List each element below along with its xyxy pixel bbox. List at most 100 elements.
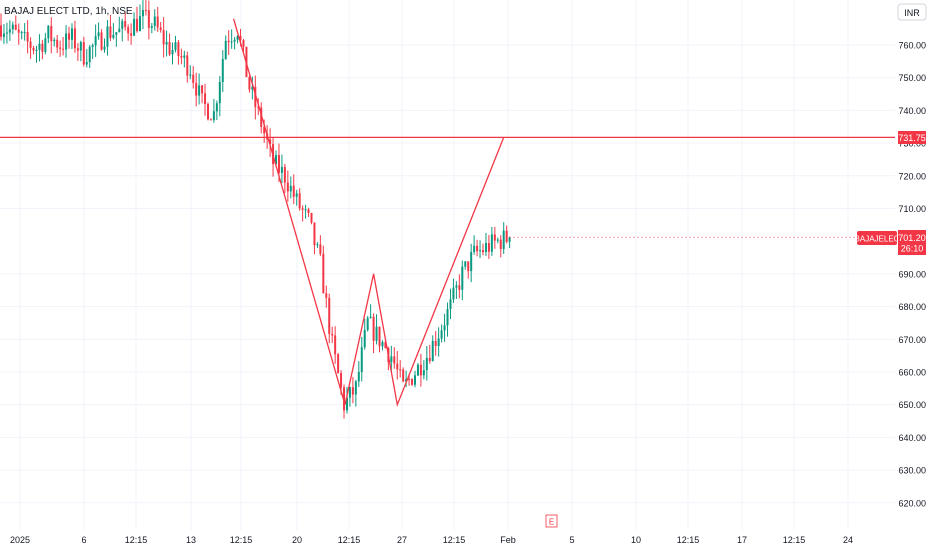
candle-body xyxy=(159,27,162,31)
candle xyxy=(476,239,479,257)
candle-body xyxy=(434,340,437,346)
candle-body xyxy=(446,309,449,326)
candle xyxy=(17,23,20,45)
candle-body xyxy=(458,285,461,290)
candle-body xyxy=(366,317,369,330)
candle-body xyxy=(162,30,165,45)
candle-body xyxy=(174,42,177,50)
candle xyxy=(73,20,76,53)
horizontal-level-tag[interactable]: 731.75 xyxy=(898,131,926,144)
candle-body xyxy=(201,85,204,94)
candle xyxy=(283,163,286,193)
candle xyxy=(393,347,396,369)
candle xyxy=(440,324,443,343)
candle xyxy=(115,32,118,47)
time-tick-label: 12:15 xyxy=(783,535,806,545)
candle-body xyxy=(286,182,289,192)
event-marker-label: E xyxy=(549,518,554,527)
candle-body xyxy=(289,185,292,192)
time-tick-label: 12:15 xyxy=(125,535,148,545)
candle-body xyxy=(239,36,242,41)
candle xyxy=(473,235,476,255)
candle xyxy=(396,350,399,380)
symbol-title: BAJAJ ELECT LTD, 1h, NSE xyxy=(4,6,133,17)
candle xyxy=(8,20,11,41)
candle xyxy=(218,75,221,117)
candle xyxy=(351,376,354,404)
candle-body xyxy=(405,379,408,382)
candle xyxy=(366,315,369,332)
candle-body xyxy=(209,119,212,121)
price-tick-label: 750.00 xyxy=(898,73,926,83)
candle xyxy=(484,232,487,256)
candle-body xyxy=(473,245,476,253)
candle-body xyxy=(263,126,266,134)
candle-body xyxy=(496,239,499,241)
candle xyxy=(171,42,174,65)
candle xyxy=(65,25,68,58)
candle xyxy=(505,225,508,244)
candle-body xyxy=(334,335,337,355)
candle xyxy=(242,39,245,53)
candle xyxy=(260,102,263,134)
candle-body xyxy=(357,371,360,382)
candle-body xyxy=(490,234,493,252)
candle-body xyxy=(508,237,511,242)
candle-body xyxy=(354,381,357,395)
candle-body xyxy=(138,16,141,32)
candle-body xyxy=(11,24,14,30)
candle xyxy=(165,30,168,57)
candle xyxy=(354,380,357,407)
event-marker[interactable]: E xyxy=(545,514,558,528)
candle xyxy=(275,150,278,166)
candle-body xyxy=(343,387,346,411)
candle-body xyxy=(127,27,130,34)
price-axis[interactable]: 760.00750.00740.00730.00720.00710.00690.… xyxy=(898,41,926,509)
price-tick-label: 660.00 xyxy=(898,368,926,378)
time-axis[interactable]: 2025 6 12:15 13 12:15 20 12:15 27 12:15 Feb 5 10 12:… xyxy=(10,535,853,545)
candle xyxy=(177,39,180,65)
candle xyxy=(455,281,458,299)
candle xyxy=(227,30,230,55)
candle-body xyxy=(467,261,470,272)
candle-body xyxy=(85,62,88,65)
candle xyxy=(35,46,38,63)
candle xyxy=(464,260,467,270)
candle-body xyxy=(443,325,446,331)
currency-badge[interactable]: INR xyxy=(897,3,927,21)
candle xyxy=(502,222,505,255)
candle-body xyxy=(502,230,505,249)
candle-body xyxy=(35,49,38,51)
candle xyxy=(168,33,171,57)
time-tick-label: 2025 xyxy=(10,535,30,545)
candle xyxy=(411,378,414,386)
candle-body xyxy=(59,47,62,49)
candle xyxy=(53,37,56,47)
candle xyxy=(85,48,88,68)
chart-pattern-line[interactable] xyxy=(232,18,505,408)
drawings[interactable] xyxy=(0,18,895,408)
last-price-tag[interactable]: BAJAJELEC 701.20 26:10 xyxy=(855,230,926,255)
candle xyxy=(156,6,159,32)
candle xyxy=(337,352,340,374)
candle-body xyxy=(94,36,97,46)
candle xyxy=(310,212,313,225)
candle-body xyxy=(307,209,310,213)
candle xyxy=(82,36,85,67)
candle xyxy=(482,243,485,256)
candle xyxy=(381,340,384,351)
time-tick-label: 6 xyxy=(81,535,86,545)
candle-body xyxy=(17,29,20,33)
candle xyxy=(413,370,416,388)
candle-body xyxy=(461,266,464,290)
candle xyxy=(50,17,53,54)
candle xyxy=(248,75,251,93)
candle xyxy=(162,17,165,58)
candle-body xyxy=(331,333,334,336)
candle-body xyxy=(476,245,479,252)
candle-body xyxy=(192,74,195,83)
candle xyxy=(405,370,408,388)
candle xyxy=(121,18,124,42)
